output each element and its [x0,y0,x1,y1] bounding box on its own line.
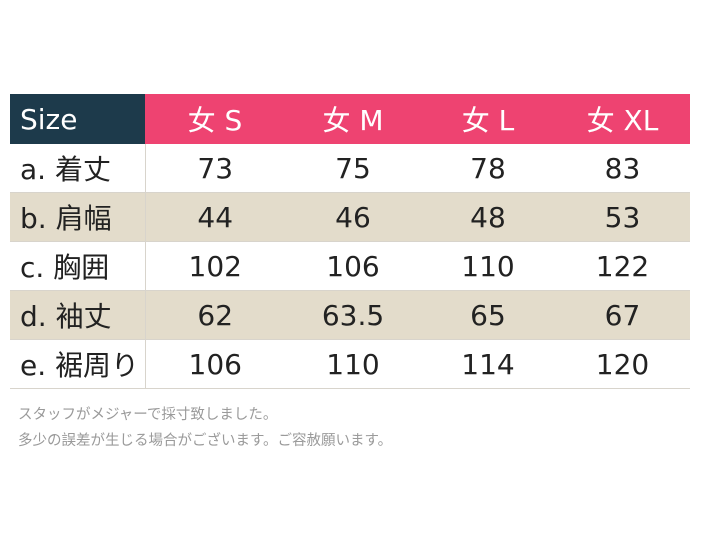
header-size-xl: 女 XL [555,94,690,144]
size-table: Size 女 S 女 M 女 L 女 XL a. 着丈 73 75 78 83 … [10,94,690,389]
header-size-m: 女 M [285,94,421,144]
table-row: d. 袖丈 62 63.5 65 67 [10,290,690,340]
header-row: Size 女 S 女 M 女 L 女 XL [10,94,690,144]
table-cell: 114 [421,339,555,389]
table-cell: 122 [555,241,690,291]
table-cell: 102 [145,241,285,291]
table-cell: 67 [555,290,690,340]
note-line-1: スタッフがメジャーで採寸致しました。 [18,407,278,423]
table-cell: 46 [285,192,421,242]
table-row: e. 裾周り 106 110 114 120 [10,339,690,389]
table-cell: 73 [145,144,285,193]
table-row: a. 着丈 73 75 78 83 [10,144,690,193]
table-cell: 63.5 [285,290,421,340]
table-cell: 110 [421,241,555,291]
row-label: c. 胸囲 [10,241,146,291]
table-cell: 83 [555,144,690,193]
table-cell: 75 [285,144,421,193]
row-label: e. 裾周り [10,339,146,389]
table-cell: 78 [421,144,555,193]
header-size-s: 女 S [145,94,285,144]
table-cell: 106 [145,339,285,389]
measurement-notes: スタッフがメジャーで採寸致しました。 多少の誤差が生じる場合がございます。ご容赦… [18,402,392,454]
header-size-l: 女 L [421,94,555,144]
table-cell: 62 [145,290,285,340]
note-line-2: 多少の誤差が生じる場合がございます。ご容赦願います。 [18,433,393,449]
table-cell: 44 [145,192,285,242]
table-cell: 110 [285,339,421,389]
table-cell: 120 [555,339,690,389]
row-label: a. 着丈 [10,144,146,193]
table-cell: 53 [555,192,690,242]
table-row: b. 肩幅 44 46 48 53 [10,192,690,242]
table-cell: 65 [421,290,555,340]
table-row: c. 胸囲 102 106 110 122 [10,241,690,291]
row-label: d. 袖丈 [10,290,146,340]
table-cell: 106 [285,241,421,291]
table-cell: 48 [421,192,555,242]
header-size-label: Size [10,94,145,144]
size-chart: Size 女 S 女 M 女 L 女 XL a. 着丈 73 75 78 83 … [10,94,710,389]
row-label: b. 肩幅 [10,192,146,242]
